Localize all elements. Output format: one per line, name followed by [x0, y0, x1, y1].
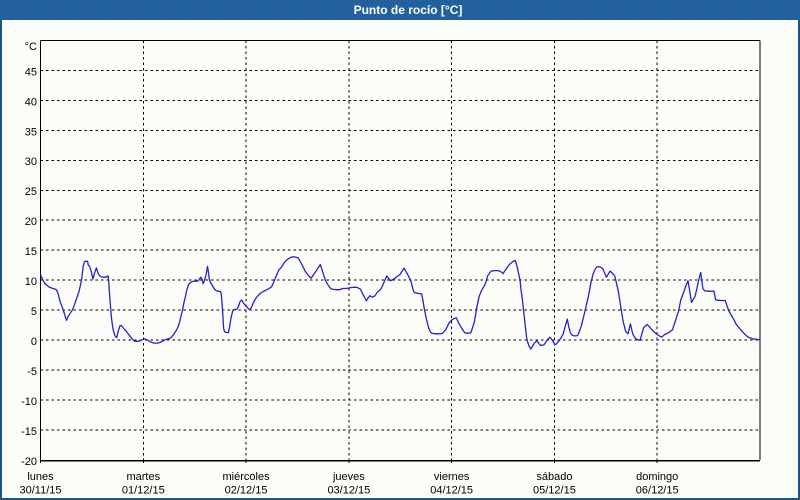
svg-text:30/11/15: 30/11/15	[19, 485, 61, 497]
svg-text:25: 25	[25, 186, 37, 198]
svg-text:lunes: lunes	[27, 471, 54, 483]
svg-text:04/12/15: 04/12/15	[430, 485, 473, 497]
svg-text:-20: -20	[21, 456, 37, 468]
svg-text:martes: martes	[126, 471, 160, 483]
svg-text:miércoles: miércoles	[223, 471, 271, 483]
svg-text:30: 30	[25, 156, 37, 168]
svg-text:01/12/15: 01/12/15	[122, 485, 165, 497]
svg-text:°C: °C	[25, 41, 37, 53]
svg-text:40: 40	[25, 96, 37, 108]
svg-text:-15: -15	[21, 426, 37, 438]
svg-text:02/12/15: 02/12/15	[225, 485, 268, 497]
svg-text:35: 35	[25, 126, 37, 138]
svg-text:45: 45	[25, 66, 37, 78]
svg-text:sábado: sábado	[536, 471, 572, 483]
svg-text:5: 5	[31, 306, 37, 318]
svg-text:06/12/15: 06/12/15	[636, 485, 679, 497]
svg-text:15: 15	[25, 246, 37, 258]
svg-text:-10: -10	[21, 396, 37, 408]
svg-text:05/12/15: 05/12/15	[533, 485, 576, 497]
svg-text:jueves: jueves	[332, 471, 365, 483]
svg-text:-5: -5	[27, 366, 37, 378]
svg-text:viernes: viernes	[434, 471, 470, 483]
svg-text:0: 0	[31, 336, 37, 348]
svg-text:20: 20	[25, 216, 37, 228]
svg-text:10: 10	[25, 276, 37, 288]
svg-text:domingo: domingo	[636, 471, 678, 483]
svg-text:03/12/15: 03/12/15	[327, 485, 370, 497]
